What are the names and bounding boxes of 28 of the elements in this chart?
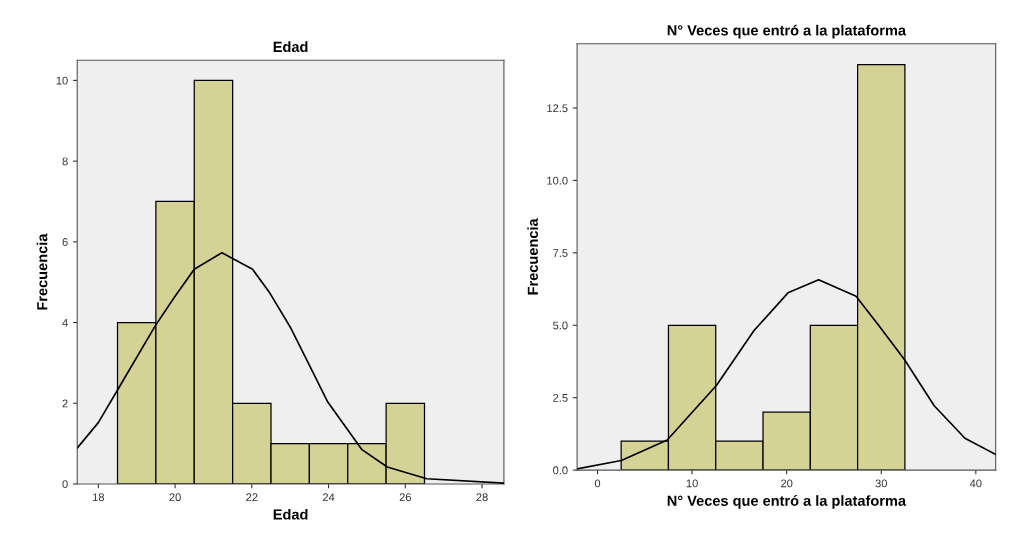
chart-title: Edad [273,41,308,53]
y-tick-label: 4 [62,318,68,327]
x-tick-label: 26 [399,493,412,502]
x-axis-title: Edad [273,508,308,520]
x-tick-label: 10 [686,479,698,488]
x-tick-label: 20 [781,479,793,488]
x-axis-title: N° Veces que entró a la plataforma [667,495,907,509]
y-tick-label: 8 [62,157,68,166]
x-tick-label: 24 [322,493,335,502]
chart-title: N° Veces que entró a la plataforma [667,24,907,39]
y-tick-label: 2.5 [553,393,568,402]
y-tick-label: 10.0 [547,176,568,185]
y-tick-label: 6 [62,238,68,246]
y-tick-label: 12.5 [547,104,568,113]
y-tick-label: 5.0 [553,321,568,330]
x-tick-label: 30 [875,479,887,488]
y-axis-title: Frecuencia [36,233,48,310]
y-axis-title: Frecuencia [527,218,538,295]
x-tick-label: 20 [169,493,181,502]
x-tick-label: 0 [594,479,601,488]
x-tick-label: 28 [476,493,488,502]
y-tick-label: 2 [62,399,68,408]
y-tick-label: 0.0 [553,466,568,475]
x-tick-label: 18 [92,493,105,502]
y-tick-label: 7.5 [553,249,568,257]
x-tick-label: 22 [246,493,258,502]
y-tick-label: 10 [56,76,68,85]
x-tick-label: 40 [969,479,982,488]
